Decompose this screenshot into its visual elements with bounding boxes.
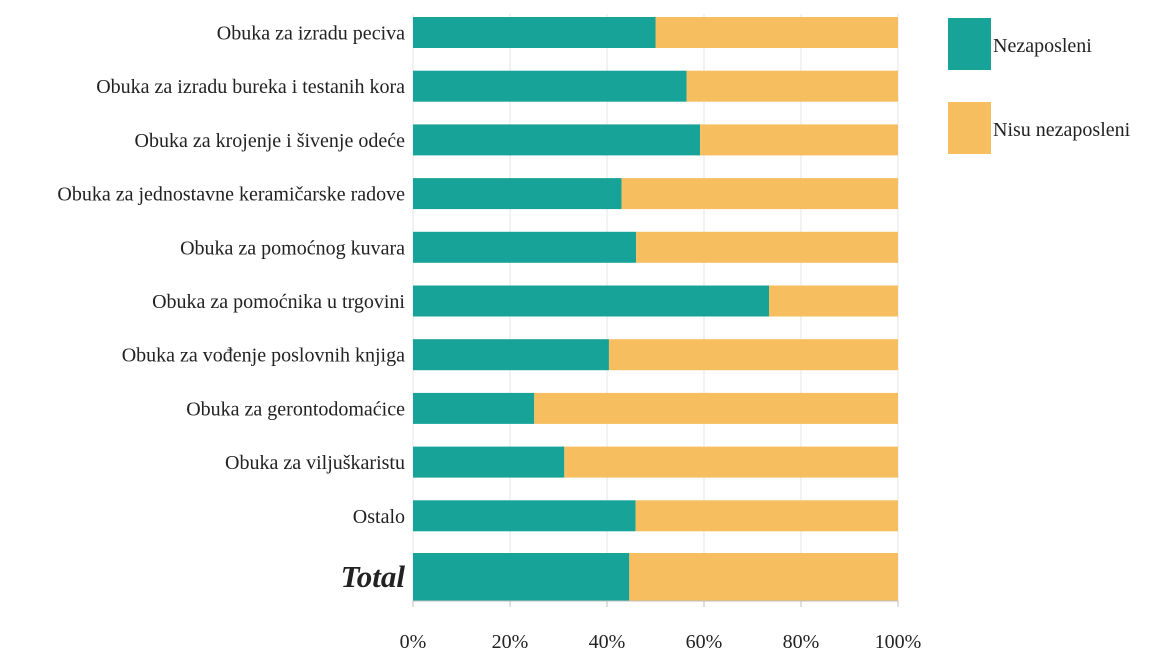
category-label: Obuka za pomoćnog kuvara [180,237,405,259]
bar-segment-nisu-nezaposleni [768,285,898,317]
x-tick-label: 100% [875,631,922,653]
legend: Nezaposleni Nisu nezaposleni [948,18,1131,154]
category-label: Obuka za krojenje i šivenje odeće [135,130,406,152]
total-category-label: Total [341,559,406,594]
legend-swatch [948,102,991,154]
x-tick-label: 60% [686,631,723,653]
x-axis: 0% 20% 40% 60% 80% 100% [400,600,922,653]
bar-segment-nezaposleni [413,285,769,317]
bar-segment-nisu-nezaposleni [635,500,898,532]
bar-segment-nisu-nezaposleni [608,339,898,371]
x-tick-label: 0% [400,631,427,653]
bar-segment-nezaposleni [413,553,630,601]
x-tick-label: 20% [492,631,529,653]
bars [413,17,898,601]
category-label: Ostalo [353,506,405,528]
bar-segment-nisu-nezaposleni [700,124,898,156]
bar-segment-nisu-nezaposleni [686,70,898,102]
legend-swatch [948,18,991,70]
category-label: Obuka za jednostavne keramičarske radove [57,184,405,206]
bar-segment-nezaposleni [413,178,622,210]
bar-segment-nezaposleni [413,339,609,371]
bar-segment-nezaposleni [413,446,565,478]
bar-segment-nezaposleni [413,392,535,424]
bar-segment-nisu-nezaposleni [534,392,898,424]
bar-segment-nezaposleni [413,500,636,532]
bar-segment-nisu-nezaposleni [564,446,898,478]
category-label: Obuka za gerontodomaćice [186,398,405,420]
legend-label: Nisu nezaposleni [993,119,1131,141]
category-label: Obuka za izradu peciva [217,23,405,45]
bar-segment-nisu-nezaposleni [636,231,898,263]
category-label: Obuka za vođenje poslovnih knjiga [122,345,405,367]
x-tick-label: 80% [783,631,820,653]
bar-segment-nisu-nezaposleni [621,178,898,210]
bar-segment-nezaposleni [413,124,701,156]
x-tick-label: 40% [589,631,626,653]
bar-segment-nisu-nezaposleni [655,17,898,48]
legend-label: Nezaposleni [993,35,1092,57]
bar-segment-nezaposleni [413,70,687,102]
category-labels: Obuka za izradu peciva Obuka za izradu bu… [57,23,405,595]
category-label: Obuka za izradu bureka i testanih kora [96,76,405,98]
category-label: Obuka za pomoćnika u trgovini [152,291,405,313]
bar-segment-nezaposleni [413,17,656,48]
bar-segment-nisu-nezaposleni [629,553,898,601]
category-label: Obuka za viljuškaristu [225,452,405,474]
bar-segment-nezaposleni [413,231,637,263]
